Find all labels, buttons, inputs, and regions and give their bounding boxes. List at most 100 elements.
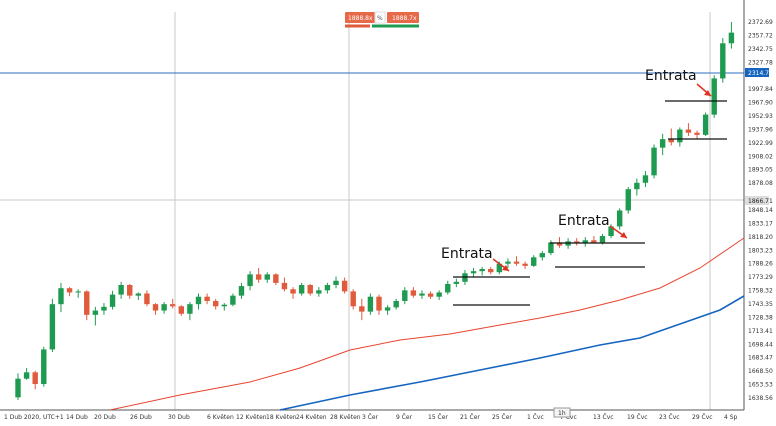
candle-body (238, 286, 245, 296)
entry-arrowhead-1 (502, 265, 509, 271)
ma-fast-line (109, 237, 745, 411)
y-axis[interactable]: 2372.69 2357.72 2342.75 2327.78 1997.84 1967.… (748, 19, 773, 402)
candle-body (135, 293, 142, 296)
candle-body (539, 253, 546, 258)
candle-body (668, 139, 674, 143)
x-tick-label: 4 Sp (724, 414, 738, 421)
y-tick-label: 1638.56 (748, 395, 773, 402)
candle-body (720, 43, 726, 79)
candle-body (247, 274, 253, 287)
candle-body (470, 271, 477, 274)
current-price-label: 2314.7 (748, 70, 769, 77)
candle-body (333, 280, 339, 286)
candle-body (694, 132, 700, 135)
y-tick-label: 1908.02 (748, 153, 773, 160)
candle-body (634, 182, 640, 190)
x-tick-label: 14 Dub (66, 414, 88, 421)
candle-body (393, 300, 399, 308)
candle-body (66, 288, 73, 293)
candle-body (15, 378, 21, 398)
y-tick-label: 1848.14 (748, 207, 773, 214)
candle-body (255, 274, 262, 280)
candle-body (599, 236, 606, 243)
y-tick-label: 1997.84 (748, 86, 773, 93)
candle-body (496, 263, 503, 273)
candle-body (367, 296, 374, 312)
x-tick-label: 1 Čvc (527, 414, 544, 421)
x-tick-label: 28 Květen (330, 414, 361, 421)
candle-body (32, 372, 38, 385)
y-tick-label: 1952.93 (748, 113, 773, 120)
candle-body (402, 290, 408, 301)
candle-body (23, 372, 30, 379)
moving-averages (109, 237, 745, 411)
y-tick-label: 1967.90 (748, 100, 773, 107)
y-tick-label: 2342.75 (748, 46, 773, 53)
x-tick-label: 6 Květen (207, 414, 234, 421)
sell-button-label: 1888.8x (348, 15, 373, 22)
breakout-levels (453, 100, 727, 306)
candle-body (531, 257, 537, 266)
current-price-tag (745, 68, 769, 77)
x-tick-label: 20 Dub (94, 414, 116, 421)
candle-body (445, 283, 451, 293)
candle-body (195, 296, 202, 305)
candle-body (264, 274, 270, 280)
x-tick-label: 19 Čvc (627, 414, 648, 421)
x-axis[interactable]: 1 Dub 2020, UTC+1 14 Dub 20 Dub 26 Dub 30 Du… (4, 414, 738, 421)
candle-body (427, 293, 434, 297)
y-tick-label: 1743.35 (748, 301, 773, 308)
candle-body (221, 304, 227, 307)
candle-body (410, 290, 417, 296)
y-tick-label: 1878.08 (748, 180, 773, 187)
candle-body (350, 291, 356, 307)
y-tick-label: 1758.32 (748, 288, 773, 295)
candle-body (591, 240, 597, 243)
x-tick-label: 25 Čer (492, 414, 512, 421)
candle-body (488, 269, 494, 273)
candle-body (677, 129, 683, 143)
candle-body (419, 293, 425, 296)
candle-body (109, 294, 116, 307)
y-tick-label: 2372.69 (748, 19, 773, 26)
candle-body (144, 293, 150, 305)
ma-slow-line (279, 295, 745, 411)
candle-body (642, 175, 649, 183)
candle-body (548, 242, 554, 254)
x-tick-label: 26 Dub (130, 414, 152, 421)
y-tick-label: 1833.17 (748, 220, 773, 227)
sell-button[interactable] (345, 12, 375, 23)
buy-button[interactable] (387, 12, 419, 23)
y-tick-label: 1668.50 (748, 368, 773, 375)
x-tick-label: 24 Květen (296, 414, 327, 421)
x-tick-label: 23 Čvc (659, 414, 680, 421)
candle-body (212, 300, 219, 307)
candles (15, 22, 735, 400)
entry-label-1: Entrata (441, 246, 493, 262)
x-tick-label: 30 Dub (168, 414, 190, 421)
candle-body (582, 240, 588, 244)
entry-arrowhead-2 (620, 232, 627, 238)
candle-body (75, 291, 81, 293)
candle-body (341, 280, 348, 292)
candle-body (659, 139, 666, 148)
candle-body (453, 281, 460, 284)
candle-body (307, 285, 313, 294)
candle-body (170, 304, 176, 307)
candle-body (324, 285, 331, 291)
crosshair-price-tag (745, 196, 769, 205)
candle-body (41, 349, 47, 385)
timeframe-marker-label: 1h (558, 410, 566, 417)
candle-body (685, 129, 692, 133)
y-tick-label: 1937.96 (748, 126, 773, 133)
y-tick-label: 1728.38 (748, 314, 773, 321)
candle-body (384, 307, 391, 311)
timeframe-marker[interactable] (553, 407, 571, 418)
candle-body (316, 290, 322, 294)
candle-body (505, 261, 511, 264)
order-buttons[interactable]: 1888.8x % 1888.7x (345, 11, 419, 28)
y-tick-label: 1788.26 (748, 261, 773, 268)
y-tick-label: 1653.53 (748, 382, 773, 389)
x-tick-label: 1 Dub 2020, UTC+1 (4, 414, 64, 421)
